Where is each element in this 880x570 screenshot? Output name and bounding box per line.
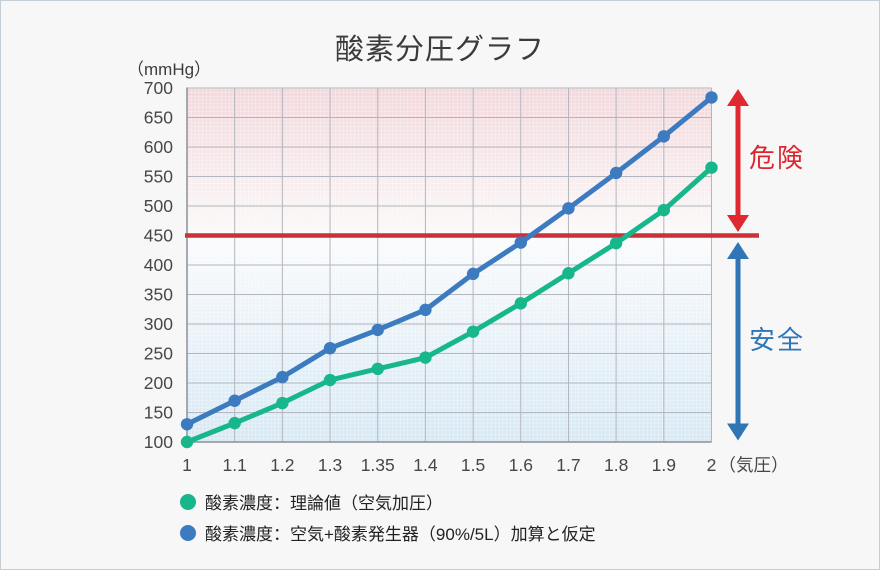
svg-text:400: 400 [144,255,173,275]
svg-text:1.2: 1.2 [270,455,294,475]
legend-label-oxygen-generator: 酸素濃度：空気+酸素発生器（90%/5L）加算と仮定 [205,525,596,544]
legend-item-oxygen-generator: 酸素濃度：空気+酸素発生器（90%/5L）加算と仮定 [180,517,596,548]
svg-text:1.9: 1.9 [652,455,676,475]
svg-text:1.5: 1.5 [461,455,485,475]
svg-text:危険: 危険 [749,143,805,173]
svg-text:150: 150 [144,403,173,423]
legend-item-theoretical: 酸素濃度：理論値（空気加圧） [180,486,596,517]
svg-text:250: 250 [144,344,173,364]
svg-text:350: 350 [144,285,173,305]
svg-text:（気圧）: （気圧） [719,455,789,475]
svg-text:200: 200 [144,373,173,393]
svg-text:1.3: 1.3 [318,455,342,475]
svg-text:安全: 安全 [749,325,805,355]
series-marker-blue-icon [180,524,196,541]
legend-label-theoretical: 酸素濃度：理論値（空気加圧） [205,494,443,513]
svg-text:2: 2 [707,455,717,475]
svg-text:650: 650 [144,108,173,128]
svg-text:100: 100 [144,432,173,452]
svg-text:450: 450 [144,226,173,246]
svg-text:500: 500 [144,196,173,216]
svg-text:1.7: 1.7 [556,455,580,475]
svg-text:1.1: 1.1 [223,455,247,475]
svg-text:300: 300 [144,314,173,334]
series-marker-green-icon [180,493,196,510]
svg-text:600: 600 [144,137,173,157]
svg-text:700: 700 [144,78,173,98]
svg-text:1: 1 [182,455,192,475]
svg-text:550: 550 [144,167,173,187]
svg-text:1.6: 1.6 [509,455,533,475]
chart-legend: 酸素濃度：理論値（空気加圧） 酸素濃度：空気+酸素発生器（90%/5L）加算と仮… [180,486,596,548]
chart-title: 酸素分圧グラフ [334,34,545,66]
svg-text:1.8: 1.8 [604,455,628,475]
y-axis-unit-label: （mmHg） [127,60,212,79]
svg-text:1.35: 1.35 [361,455,395,475]
svg-text:1.4: 1.4 [413,455,438,475]
